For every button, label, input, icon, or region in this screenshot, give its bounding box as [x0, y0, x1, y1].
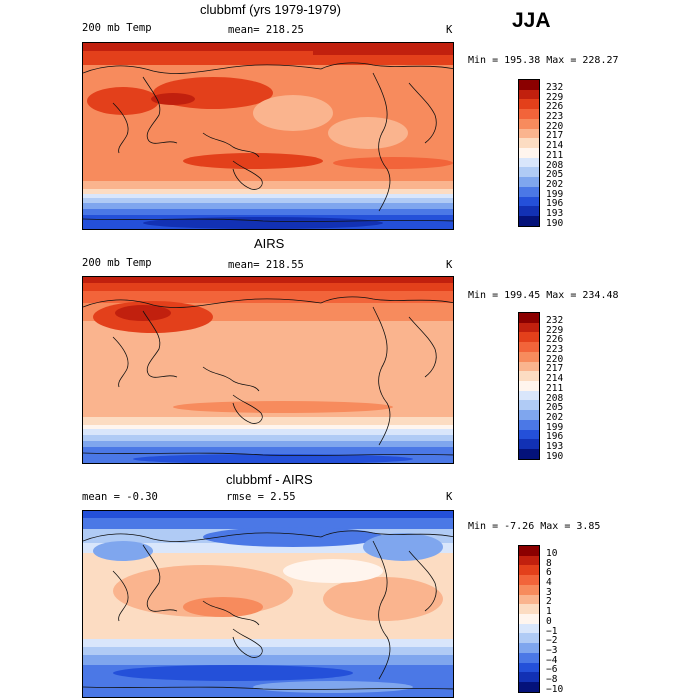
panel1-level-label: 193 [546, 208, 564, 219]
panel3-mean-label: mean = -0.30 [82, 491, 158, 503]
panel1-level-label: 211 [546, 150, 564, 161]
panel1-field-label: 200 mb Temp [82, 22, 152, 34]
panel3-level-label: −1 [546, 626, 558, 637]
panel1-level-label: 205 [546, 169, 564, 180]
panel1-level-label: 202 [546, 179, 564, 190]
panel2-level-label: 205 [546, 402, 564, 413]
panel2-level-label: 199 [546, 422, 564, 433]
panel2-level-label: 193 [546, 441, 564, 452]
panel2-range-text: Min = 199.45 Max = 234.48 [468, 290, 619, 301]
panel2-title: AIRS [254, 236, 285, 251]
panel3-level-label: −3 [546, 645, 558, 656]
panel2-level-label: 202 [546, 412, 564, 423]
panel3-level-label: 0 [546, 616, 552, 627]
panel2-units-label: K [446, 259, 453, 271]
panel1-colorbar [518, 79, 540, 227]
panel2-level-label: 214 [546, 373, 564, 384]
panel3-level-label: 6 [546, 567, 552, 578]
panel3-level-label: 1 [546, 606, 552, 617]
panel1-level-label: 214 [546, 140, 564, 151]
panel1-mean-label: mean= 218.25 [228, 24, 304, 36]
panel3-title: clubbmf - AIRS [226, 472, 313, 487]
panel3-level-label: 4 [546, 577, 552, 588]
panel1-units-label: K [446, 24, 453, 36]
panel1-level-label: 232 [546, 82, 564, 93]
panel1-level-label: 208 [546, 160, 564, 171]
panel3-rmse-label: rmse = 2.55 [226, 491, 296, 503]
panel1-level-label: 196 [546, 198, 564, 209]
panel1-level-label: 217 [546, 130, 564, 141]
panel1-contour-field [83, 43, 453, 229]
panel2-level-label: 208 [546, 393, 564, 404]
panel3-level-label: −2 [546, 635, 558, 646]
panel1-level-label: 226 [546, 101, 564, 112]
panel3-colorbar [518, 545, 540, 693]
panel3-level-label: −10 [546, 684, 564, 695]
panel2-level-label: 223 [546, 344, 564, 355]
panel3-level-label: 3 [546, 587, 552, 598]
panel3-level-label: −4 [546, 655, 558, 666]
panel1-level-label: 229 [546, 92, 564, 103]
panel3-contour-field [83, 511, 453, 697]
panel1-level-label: 190 [546, 218, 564, 229]
panel2-map [82, 276, 454, 464]
panel2-field-label: 200 mb Temp [82, 257, 152, 269]
panel3-level-label: 8 [546, 558, 552, 569]
panel3-level-label: 2 [546, 596, 552, 607]
panel3-level-label: −8 [546, 674, 558, 685]
panel3-range-text: Min = -7.26 Max = 3.85 [468, 521, 601, 532]
panel2-contour-field [83, 277, 453, 463]
panel1-map [82, 42, 454, 230]
panel1-level-label: 220 [546, 121, 564, 132]
panel2-level-label: 190 [546, 451, 564, 462]
panel2-level-label: 217 [546, 363, 564, 374]
panel2-mean-label: mean= 218.55 [228, 259, 304, 271]
panel2-level-label: 220 [546, 354, 564, 365]
panel2-level-label: 232 [546, 315, 564, 326]
panel1-range-text: Min = 195.38 Max = 228.27 [468, 55, 619, 66]
panel2-level-label: 229 [546, 325, 564, 336]
panel2-colorbar [518, 312, 540, 460]
panel3-level-label: −6 [546, 664, 558, 675]
panel2-level-label: 226 [546, 334, 564, 345]
panel1-title: clubbmf (yrs 1979-1979) [200, 2, 341, 17]
panel3-units-label: K [446, 491, 453, 503]
panel3-level-label: 10 [546, 548, 558, 559]
season-label: JJA [512, 9, 551, 32]
panel1-level-label: 199 [546, 189, 564, 200]
panel1-level-label: 223 [546, 111, 564, 122]
panel2-level-label: 211 [546, 383, 564, 394]
panel3-map [82, 510, 454, 698]
panel2-level-label: 196 [546, 431, 564, 442]
